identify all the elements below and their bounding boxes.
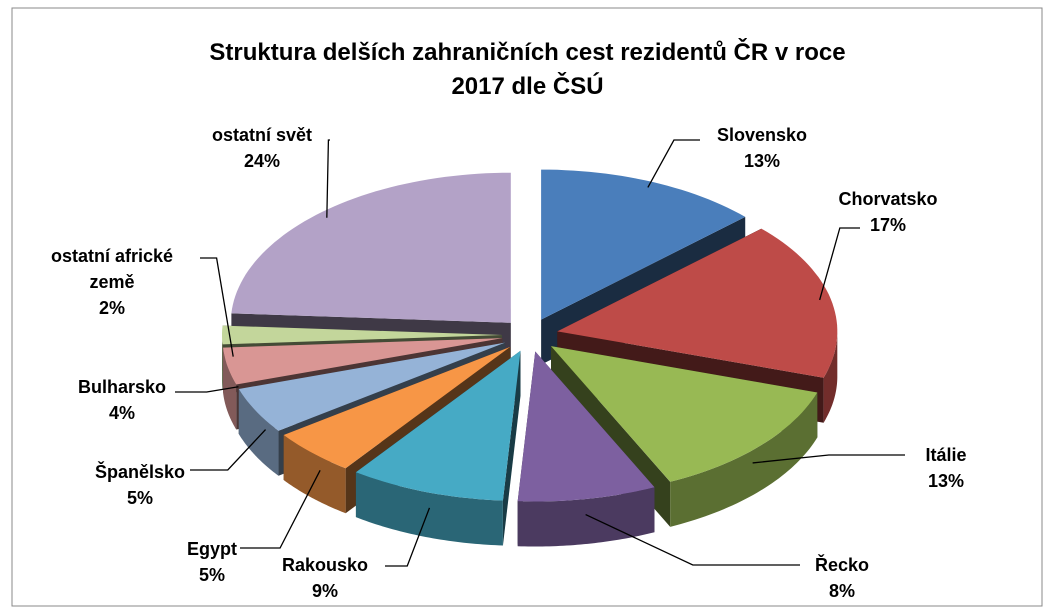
slice-value: 2% <box>98 298 125 318</box>
slice-top <box>222 325 502 345</box>
slice-side <box>238 389 279 476</box>
leader-line <box>175 386 239 393</box>
slice-side <box>222 335 223 390</box>
leader-line <box>240 470 321 549</box>
slice-top <box>355 350 521 501</box>
data-label: Egypt 5% <box>187 536 237 588</box>
slice-value: 9% <box>311 581 338 601</box>
slice-name: Španělsko <box>94 462 186 482</box>
leader-line <box>585 513 800 566</box>
data-label: Bulharsko 4% <box>78 374 166 426</box>
slice-name: Rakousko <box>281 555 369 575</box>
leader-line <box>190 429 267 471</box>
slice-wall <box>502 350 521 546</box>
slice-side <box>823 331 838 423</box>
data-label: Španělsko 5% <box>95 459 185 511</box>
slice-name: Řecko <box>814 555 870 575</box>
slice-top <box>283 346 511 469</box>
slice-value: 4% <box>108 403 135 423</box>
data-label: Rakousko 9% <box>282 552 368 604</box>
leader-line <box>326 139 330 218</box>
slice-name: Chorvatsko <box>838 189 938 209</box>
slice-side <box>517 487 655 547</box>
slice-name: Egypt <box>186 539 238 559</box>
slice-top <box>541 169 746 320</box>
slice <box>517 351 655 547</box>
slice-value: 13% <box>743 151 781 171</box>
chart-title: Struktura delších zahraničních cest rezi… <box>209 39 846 100</box>
slice-value: 5% <box>198 565 226 585</box>
slice-name: Itálie <box>925 445 967 465</box>
data-label: Řecko 8% <box>815 552 869 604</box>
slice-top <box>238 342 506 431</box>
leader-line <box>752 454 905 464</box>
slice-value: 24% <box>243 151 281 171</box>
slice-top <box>231 172 511 323</box>
slice-top <box>223 338 503 385</box>
leader-line <box>647 139 700 188</box>
slice-name: ostatní africké země <box>50 246 174 292</box>
data-label: ostatní africké země 2% <box>37 243 187 321</box>
slice-value: 17% <box>869 215 907 235</box>
slice-top <box>517 351 655 502</box>
slice <box>355 350 521 546</box>
slice-side <box>670 392 818 527</box>
slice-top <box>557 228 838 378</box>
slice-value: 13% <box>927 471 965 491</box>
slice-side <box>283 435 346 514</box>
slice-name: Slovensko <box>716 125 808 145</box>
data-label: ostatní svět 24% <box>212 122 312 174</box>
data-label: Slovensko 13% <box>717 122 807 174</box>
slice-value: 5% <box>126 488 154 508</box>
slice-top <box>551 346 818 482</box>
slice-name: Bulharsko <box>77 377 167 397</box>
leader-line <box>385 507 431 567</box>
data-label: Chorvatsko 17% <box>838 186 937 238</box>
data-label: Itálie 13% <box>925 442 966 494</box>
slice-value: 8% <box>828 581 855 601</box>
leader-line <box>819 227 860 301</box>
slice-name: ostatní svět <box>211 125 313 145</box>
leader-line <box>200 257 234 357</box>
